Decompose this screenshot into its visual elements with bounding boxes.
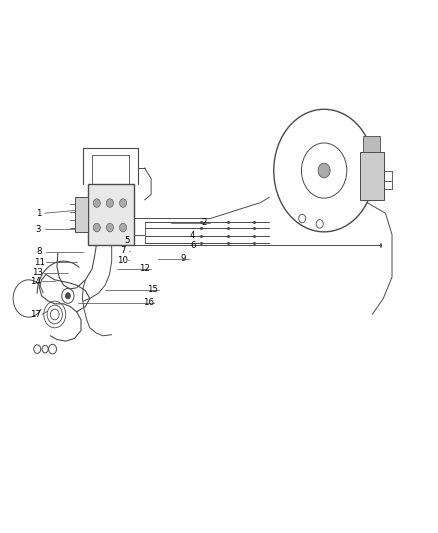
Text: 17: 17 bbox=[30, 310, 42, 319]
Text: 4: 4 bbox=[190, 231, 195, 240]
Bar bbox=[363, 136, 380, 152]
Text: 7: 7 bbox=[121, 246, 126, 255]
Text: 5: 5 bbox=[124, 237, 130, 245]
Text: 14: 14 bbox=[30, 277, 42, 286]
Text: 12: 12 bbox=[139, 264, 150, 273]
Text: 10: 10 bbox=[117, 256, 128, 264]
Text: 15: 15 bbox=[147, 286, 158, 294]
Circle shape bbox=[93, 199, 100, 207]
Text: 8: 8 bbox=[37, 247, 42, 256]
Text: 16: 16 bbox=[142, 298, 154, 307]
Circle shape bbox=[65, 293, 71, 299]
Text: 1: 1 bbox=[36, 209, 41, 217]
Text: 2: 2 bbox=[201, 219, 206, 227]
Circle shape bbox=[106, 223, 113, 232]
Text: 13: 13 bbox=[32, 269, 43, 277]
Circle shape bbox=[120, 223, 127, 232]
Bar bbox=[88, 184, 134, 245]
Text: 6: 6 bbox=[190, 241, 195, 249]
Bar bbox=[360, 152, 385, 200]
Circle shape bbox=[318, 163, 330, 178]
Circle shape bbox=[120, 199, 127, 207]
Text: 9: 9 bbox=[180, 254, 186, 263]
Circle shape bbox=[106, 199, 113, 207]
Circle shape bbox=[93, 223, 100, 232]
Text: 3: 3 bbox=[36, 225, 41, 233]
Bar bbox=[75, 197, 88, 232]
Text: 11: 11 bbox=[34, 258, 45, 266]
